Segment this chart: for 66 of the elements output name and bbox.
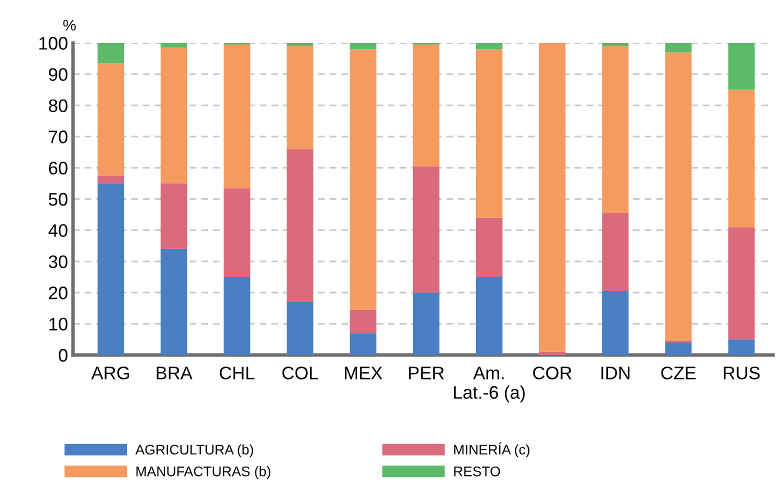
x-tick-label: CHL [220, 366, 254, 380]
bar [286, 43, 314, 46]
y-tick-label: 50 [48, 192, 68, 206]
bar [602, 291, 629, 355]
y-tick-label: 100 [39, 36, 68, 50]
bar [160, 183, 188, 249]
y-tick-label: 90 [48, 68, 68, 81]
bar [728, 339, 755, 355]
bar [160, 48, 188, 184]
bar [539, 43, 566, 352]
bar [602, 213, 629, 292]
bar [224, 188, 250, 277]
bar [98, 63, 124, 176]
bar [98, 183, 124, 355]
bar [98, 43, 124, 64]
bar [350, 333, 376, 355]
bar [602, 46, 629, 214]
bar [412, 44, 440, 166]
bar [224, 277, 250, 355]
y-tick-label: 40 [48, 224, 68, 237]
x-tick-label: MEX [345, 366, 382, 380]
bar [286, 302, 314, 355]
bar [98, 176, 124, 184]
bar [412, 292, 440, 355]
bar [160, 248, 188, 355]
bar [286, 149, 314, 302]
bar [350, 310, 376, 334]
bar [476, 49, 502, 218]
legend-label: AGRICULTURA (b) [135, 444, 254, 458]
x-tick-label: ARG [91, 366, 130, 380]
bar [665, 52, 692, 341]
y-tick-label: 0 [58, 348, 68, 362]
bar [539, 352, 566, 355]
bar [224, 44, 250, 188]
bar [728, 43, 755, 90]
x-tick-label: CZE [661, 366, 696, 380]
y-tick-label: 80 [48, 99, 68, 112]
y-tick-label: 70 [48, 130, 68, 144]
x-tick-label: IDN [601, 366, 630, 380]
x-tick-label: COR [533, 366, 572, 380]
x-tick-label: COL [282, 366, 318, 380]
bar [350, 43, 376, 50]
bar [602, 43, 629, 46]
bar [665, 342, 692, 355]
y-tick-label: 60 [48, 162, 68, 175]
bar [476, 43, 502, 50]
y-axis-title: % [63, 20, 76, 31]
legend-label: MANUFACTURAS (b) [136, 466, 270, 480]
bar [476, 218, 502, 277]
y-tick-label: 20 [48, 286, 68, 300]
x-tick-label: PER [409, 366, 444, 380]
x-tick-label: RUS [724, 366, 760, 380]
y-tick-label: 30 [48, 255, 68, 268]
bar [160, 43, 188, 48]
bar [476, 277, 502, 355]
x-tick-label: Am. Lat.-6 (a) [454, 366, 525, 402]
x-tick-label: BRA [156, 366, 192, 380]
bar [286, 46, 314, 150]
y-tick-label: 10 [49, 318, 68, 331]
bar [728, 90, 755, 228]
bar [412, 166, 440, 293]
bar [350, 49, 376, 310]
bar [728, 227, 755, 340]
legend-label: RESTO [454, 466, 500, 476]
bar [665, 43, 692, 52]
legend-label: MINERÍA (c) [454, 442, 530, 458]
